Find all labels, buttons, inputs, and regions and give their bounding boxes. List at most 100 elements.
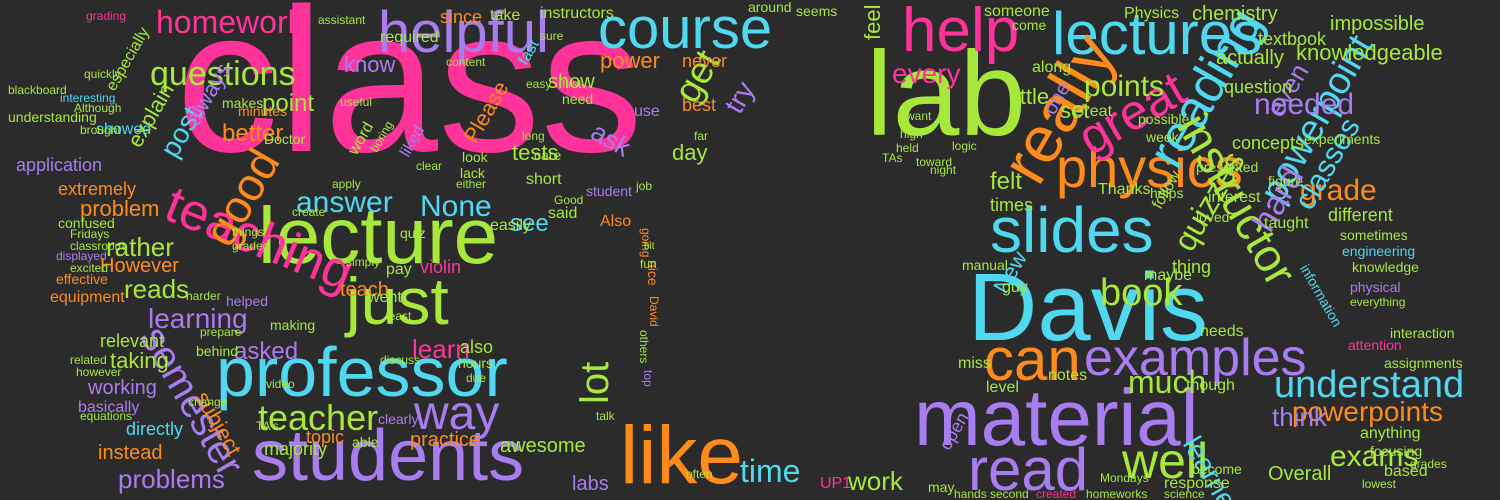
word-related: related [70,353,107,367]
word-helps: helps [1150,185,1184,201]
word-chemistry: chemistry [1192,3,1278,25]
word-book: book [1100,272,1183,314]
word-David: David [647,296,661,327]
word-extremely: extremely [58,179,137,199]
word-useful: useful [340,95,373,109]
word-quickly: quickly [84,67,121,81]
word-clear: clear [416,159,443,173]
word-hours: hours [458,355,494,371]
word-knowledgeable: knowledgeable [1296,40,1443,65]
word-apply: apply [332,177,361,191]
word-brought: brought [80,123,121,137]
word-However: However [100,255,179,277]
word-times: times [990,195,1034,215]
word-point: point [262,90,315,117]
word-read: read [968,436,1089,500]
word-impossible: impossible [1330,13,1425,35]
word-said: said [548,205,578,222]
word-try: try [718,76,761,119]
word-short: short [526,171,562,188]
word-come: come [1012,17,1047,33]
word-created: created [1036,487,1077,500]
word-day: day [672,140,708,165]
word-graded: graded [232,239,270,253]
word-different: different [1328,205,1393,225]
word-helped: helped [226,293,269,309]
word-every: every [892,58,961,89]
word-know: know [344,52,396,77]
word-quiz: quiz [400,225,426,241]
word-week: week [1146,129,1179,145]
word-teacher: teacher [258,397,379,438]
word-excited: excited [70,261,109,275]
word-little: little [1010,84,1050,109]
word-level: level [986,379,1019,396]
word-sure: sure [540,29,564,43]
word-asked: asked [234,338,299,365]
word-went: went [368,289,402,306]
word-lowest: lowest [1362,477,1397,491]
word-labs: labs [572,473,609,495]
word-focusing: focusing [1370,443,1423,459]
word-None: None [420,190,492,223]
word-exams: exams [1330,440,1419,473]
word-lectures: lectures [1052,0,1263,67]
word-response: response [1164,475,1230,492]
word-like: like [620,410,744,500]
word-information: information [1297,261,1346,330]
word-assistant: assistant [318,13,366,27]
word-points: points [1084,70,1165,103]
word-making: making [270,317,316,333]
word-concepts: concepts [1232,133,1305,153]
word-Fridays: Fridays [70,227,110,241]
word-others: others [637,330,651,364]
word-taking: taking [110,348,169,373]
word-reads: reads [124,274,190,304]
word-everything: everything [1350,295,1406,309]
word-awesome: awesome [500,435,586,457]
word-anything: anything [1360,425,1421,442]
word-see: see [510,210,549,237]
word-way: way [414,387,500,440]
word-help: help [902,0,1020,65]
word-due: due [466,371,487,385]
word-lecture: lecture [258,191,499,280]
word-never: never [682,51,728,71]
word-answer: answer [296,186,393,219]
word-can: can [984,326,1081,393]
word-rather: rather [106,232,174,262]
word-lab: lab [866,27,1027,161]
word-simply: simply [346,255,381,269]
word-clearly: clearly [378,411,419,427]
word-someone: someone [984,3,1050,20]
word-grading: grading [86,9,127,23]
word-pay: pay [386,261,412,278]
word-able: able [352,434,379,450]
word-problem: problem [80,196,160,221]
word-UP1: UP1 [820,475,852,492]
word-experiments: experiments [1304,131,1381,147]
word-Davis: Davis [968,254,1209,361]
word-student: student [586,183,632,199]
word-grades: grades [1410,457,1447,471]
word-textbook: textbook [1258,29,1327,49]
word-homeworks: homeworks [1086,487,1148,500]
word-understanding: understanding [8,109,97,125]
word-work: work [848,466,903,496]
word-manual: manual [962,257,1008,273]
word-may: may [928,479,955,495]
word-sometimes: sometimes [1340,227,1408,243]
word-content: content [446,55,486,69]
word-learning: learning [148,303,248,334]
word-majority: majority [264,439,328,459]
word-long: long [522,129,545,143]
word-instructors: instructors [540,5,614,22]
word-basically: basically [78,399,140,416]
word-required: required [380,29,439,46]
word-also: also [460,337,494,357]
word-students: students [252,416,525,496]
word-hands: hands [954,487,987,500]
word-better: better [222,120,284,147]
word-learn: learn [412,334,470,364]
word-examples: examples [1084,329,1307,387]
